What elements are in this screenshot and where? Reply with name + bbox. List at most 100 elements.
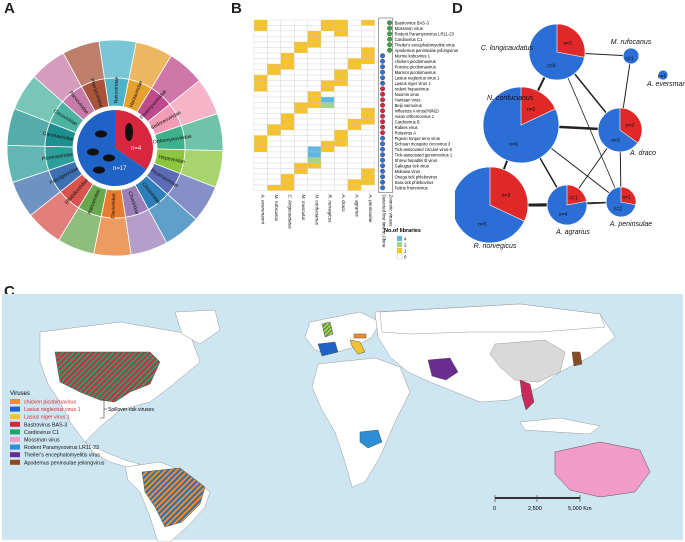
heatmap-cell bbox=[294, 118, 308, 125]
indicator-dot-first-china bbox=[380, 152, 386, 158]
heatmap-cell bbox=[307, 173, 322, 180]
heatmap-cell bbox=[253, 173, 268, 180]
virus-label: Pigeon torque teno virus bbox=[395, 136, 440, 141]
heatmap-cell bbox=[334, 151, 348, 158]
virus-label: Mukawa virus bbox=[395, 169, 421, 174]
heatmap-cell bbox=[361, 91, 375, 98]
family-label: Flaviviridae bbox=[111, 193, 118, 219]
scale-label-5000: 5,000 Km bbox=[568, 506, 592, 512]
heatmap-cell bbox=[320, 146, 335, 153]
indicator-dot-first-china bbox=[380, 119, 386, 125]
heatmap-cell bbox=[253, 168, 268, 175]
node-red-wedge bbox=[566, 184, 587, 206]
heatmap-cell bbox=[294, 102, 308, 109]
heatmap-cell bbox=[253, 162, 268, 169]
heatmap-cell bbox=[361, 58, 375, 65]
heatmap-cell bbox=[294, 96, 308, 103]
heatmap-cell bbox=[253, 140, 268, 147]
heatmap-cell bbox=[320, 124, 335, 131]
heatmap-cell bbox=[347, 80, 362, 87]
heatmap-cell bbox=[307, 102, 322, 109]
heatmap-cell bbox=[294, 30, 308, 37]
heatmap-cell bbox=[320, 74, 335, 81]
virus-label: Avian orthoreovirus 1 bbox=[395, 114, 435, 119]
indicator-dot-first-china bbox=[380, 108, 386, 114]
heatmap-cell bbox=[253, 179, 268, 186]
panel-label-d: D bbox=[452, 0, 463, 17]
heatmap-cell bbox=[334, 162, 348, 169]
virus-label: Influenza A virus(H9N2) bbox=[395, 108, 440, 113]
heatmap-cell bbox=[320, 168, 335, 175]
heatmap-cell bbox=[280, 102, 295, 109]
heatmap-cell bbox=[280, 41, 295, 48]
country-australia bbox=[554, 441, 651, 498]
heatmap-cell bbox=[361, 140, 375, 147]
animal-silhouette-icon bbox=[87, 148, 99, 156]
heatmap-cell bbox=[334, 113, 348, 120]
panel-label-a: A bbox=[4, 0, 15, 17]
heatmap-cell bbox=[267, 118, 281, 125]
heatmap-cell bbox=[334, 96, 348, 103]
heatmap-cell bbox=[267, 63, 281, 70]
heatmap-cell bbox=[294, 25, 308, 32]
heatmap-cell bbox=[361, 47, 375, 54]
heatmap-cell bbox=[361, 184, 375, 191]
virus-label: Porcine picobirnavirus bbox=[395, 64, 436, 69]
indicator-column-header: Detected first time in China bbox=[382, 195, 387, 248]
indicator-dot-first-china bbox=[380, 135, 386, 141]
heatmap-cell bbox=[361, 96, 375, 103]
node-red-count: n=3 bbox=[502, 193, 511, 199]
heatmap-cell bbox=[294, 184, 308, 191]
host-label: M. musculus bbox=[301, 195, 306, 221]
heatmap-cell bbox=[294, 91, 308, 98]
country-vietnam bbox=[519, 379, 535, 411]
heatmap-cell bbox=[347, 173, 362, 180]
node-circle bbox=[622, 47, 640, 65]
heatmap-cell bbox=[307, 168, 322, 175]
heatmap-cell bbox=[307, 179, 322, 186]
heatmap-cell bbox=[320, 96, 335, 103]
heatmap-cell bbox=[347, 113, 362, 120]
heatmap-cell bbox=[267, 30, 281, 37]
heatmap-cell bbox=[361, 102, 375, 109]
heatmap-cell bbox=[253, 91, 268, 98]
heatmap-cell bbox=[334, 107, 348, 114]
animal-silhouette-icon bbox=[103, 154, 115, 162]
heatmap-cell bbox=[334, 102, 348, 109]
heatmap-cell bbox=[347, 74, 362, 81]
heatmap-cell bbox=[361, 52, 375, 59]
heatmap-cell bbox=[294, 146, 308, 153]
indicator-dot-first-china bbox=[380, 113, 386, 119]
family-label: Picornaviridae bbox=[42, 152, 74, 163]
heatmap-cell bbox=[361, 19, 375, 26]
heatmap-cell bbox=[361, 80, 375, 87]
indicator-dot-first-china bbox=[380, 47, 385, 53]
heatmap-cell bbox=[280, 30, 295, 37]
heatmap-cell bbox=[280, 179, 295, 186]
heatmap-cell bbox=[253, 25, 268, 32]
heatmap-cell bbox=[361, 36, 375, 43]
heatmap-cell bbox=[294, 69, 308, 76]
heatmap-cell bbox=[253, 30, 268, 37]
heatmap-cell bbox=[347, 41, 362, 48]
scale-label-2500: 2,500 bbox=[528, 506, 542, 512]
heatmap-cell bbox=[307, 19, 322, 26]
heatmap-cell bbox=[361, 168, 375, 175]
heatmap-cell bbox=[361, 124, 375, 131]
heatmap-cell bbox=[334, 25, 348, 32]
heatmap-cell bbox=[280, 173, 295, 180]
virus-label: rodent hepacivirus bbox=[395, 86, 429, 91]
indicator-dot-zoonotic bbox=[387, 31, 393, 37]
legend-swatch bbox=[10, 444, 20, 450]
node-total-count: n=5 bbox=[478, 222, 487, 228]
heatmap-cell bbox=[267, 74, 281, 81]
heatmap-cell bbox=[294, 36, 308, 43]
legend-swatch bbox=[10, 452, 20, 458]
legend-label: Theiler's encephalomyelitis virus bbox=[24, 453, 100, 459]
legend-swatch-2 bbox=[397, 242, 402, 247]
family-label: Nairoviridae bbox=[113, 76, 120, 103]
heatmap-cell bbox=[334, 63, 348, 70]
heatmap-cell bbox=[347, 179, 362, 186]
heatmap-cell bbox=[280, 157, 295, 164]
